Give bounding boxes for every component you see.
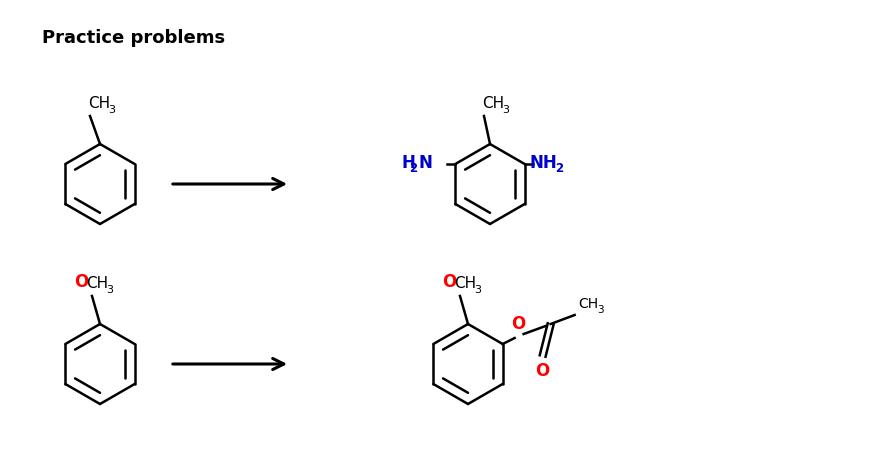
Text: O: O (511, 314, 525, 332)
Text: 2: 2 (554, 162, 562, 175)
Text: 3: 3 (106, 284, 113, 294)
Text: CH: CH (86, 275, 108, 290)
Text: 3: 3 (108, 105, 115, 115)
Text: CH: CH (454, 275, 475, 290)
Text: 3: 3 (474, 284, 481, 294)
Text: 3: 3 (501, 105, 508, 115)
Text: O: O (441, 273, 455, 290)
Text: H: H (401, 154, 415, 172)
Text: CH: CH (88, 96, 110, 111)
Text: O: O (74, 273, 88, 290)
Text: 2: 2 (409, 162, 417, 175)
Text: CH: CH (578, 296, 598, 310)
Text: CH: CH (481, 96, 503, 111)
Text: 3: 3 (597, 304, 604, 314)
Text: O: O (535, 361, 549, 379)
Text: N: N (418, 154, 432, 172)
Text: NH: NH (529, 154, 557, 172)
Text: Practice problems: Practice problems (42, 29, 225, 47)
